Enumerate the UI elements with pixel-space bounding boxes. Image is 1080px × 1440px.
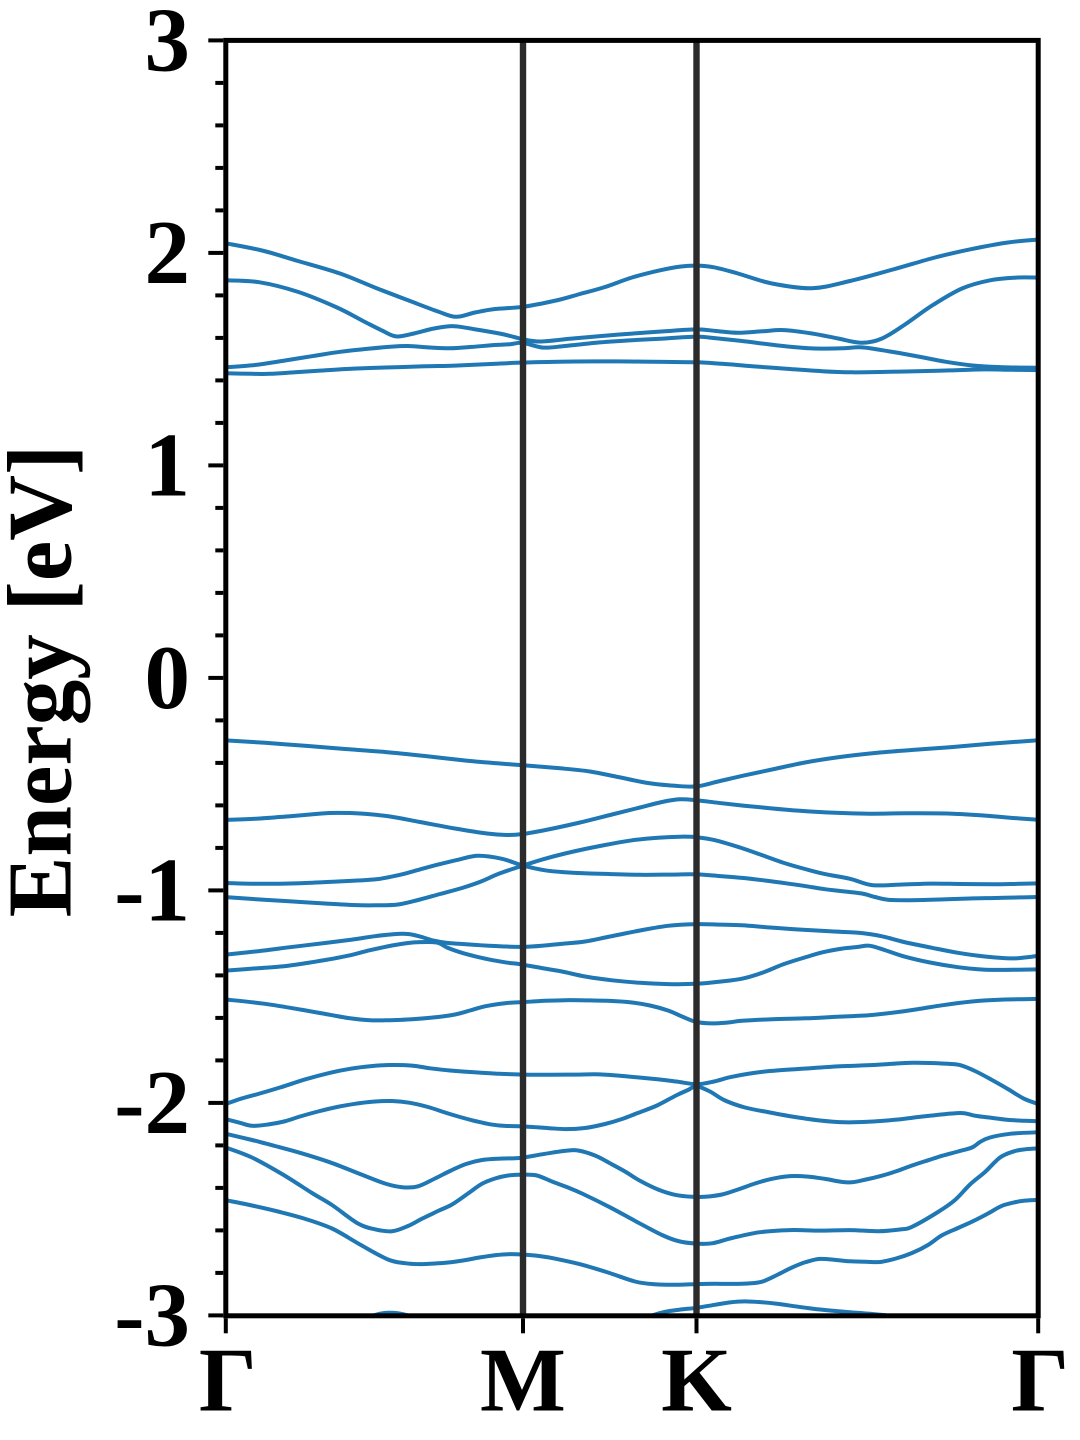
svg-text:Γ: Γ [199, 1329, 257, 1430]
svg-text:3: 3 [145, 0, 191, 90]
svg-text:2: 2 [145, 202, 191, 303]
svg-text:-1: -1 [114, 839, 190, 940]
svg-text:0: 0 [145, 627, 191, 728]
svg-text:K: K [661, 1329, 732, 1430]
svg-text:Energy [eV]: Energy [eV] [0, 445, 91, 918]
svg-text:M: M [480, 1329, 566, 1430]
svg-text:-3: -3 [114, 1264, 190, 1365]
svg-text:Γ: Γ [1011, 1329, 1069, 1430]
svg-text:1: 1 [145, 414, 191, 515]
svg-text:-2: -2 [114, 1052, 190, 1153]
